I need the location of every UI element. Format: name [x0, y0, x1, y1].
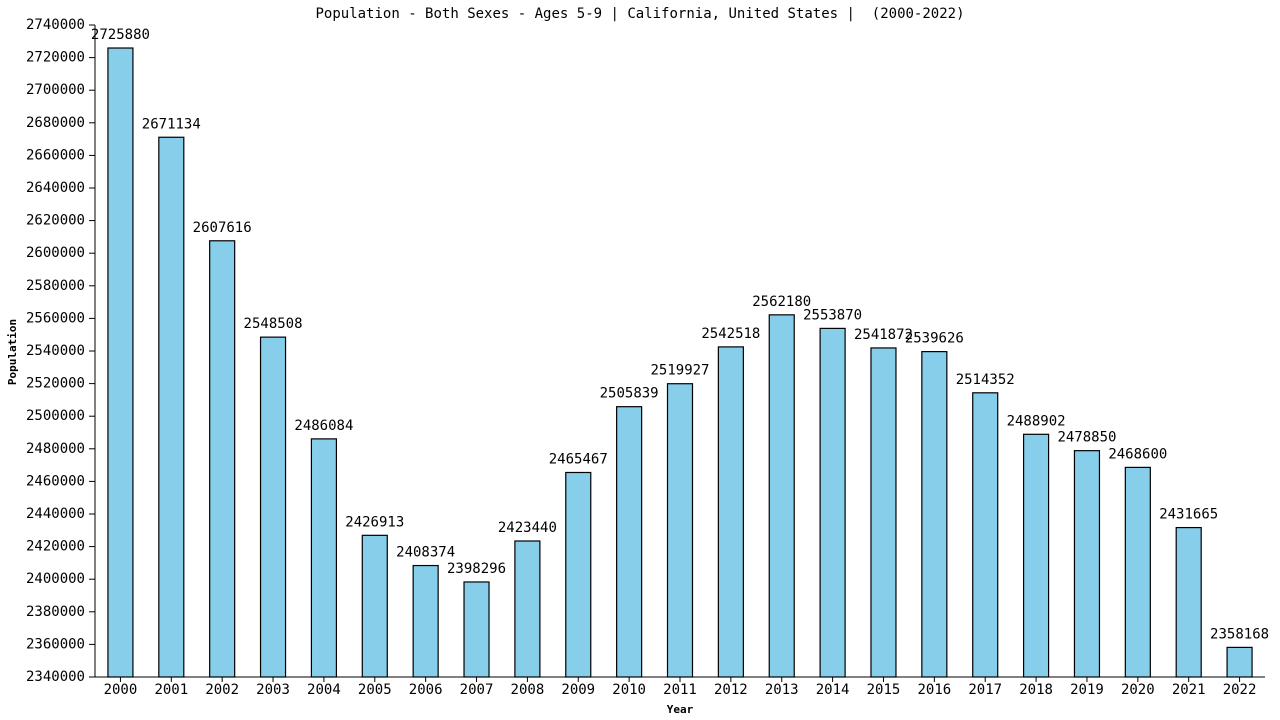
- value-label: 2465467: [549, 451, 608, 467]
- value-label: 2505839: [600, 386, 659, 402]
- value-label: 2398296: [447, 561, 506, 577]
- x-tick-label: 2018: [1019, 682, 1053, 698]
- x-tick-label: 2013: [765, 682, 799, 698]
- y-tick-label: 2540000: [26, 343, 85, 359]
- value-label: 2519927: [650, 363, 709, 379]
- bar: [717, 346, 744, 678]
- x-tick-label: 2007: [460, 682, 494, 698]
- bar: [1022, 433, 1050, 678]
- chart-title: Population - Both Sexes - Ages 5-9 | Cal…: [315, 6, 964, 22]
- value-label: 2541872: [854, 327, 913, 343]
- bar: [1175, 526, 1202, 678]
- value-label: 2542518: [701, 326, 760, 342]
- bar: [870, 347, 897, 678]
- bar: [361, 534, 388, 678]
- y-axis-label: Population: [6, 319, 19, 385]
- x-axis-label: Year: [667, 703, 694, 716]
- x-tick-label: 2019: [1070, 682, 1104, 698]
- bar: [310, 438, 338, 678]
- y-tick-label: 2460000: [26, 473, 85, 489]
- y-tick-label: 2380000: [26, 604, 85, 620]
- bar: [768, 314, 795, 678]
- x-tick-label: 2012: [714, 682, 748, 698]
- value-label: 2725880: [91, 27, 150, 43]
- bar: [1124, 466, 1151, 678]
- y-tick-label: 2400000: [26, 571, 85, 587]
- y-tick-label: 2440000: [26, 506, 85, 522]
- bar: [666, 383, 694, 678]
- y-tick-label: 2740000: [26, 17, 85, 33]
- value-label: 2539626: [905, 331, 964, 347]
- value-label: 2478850: [1057, 430, 1116, 446]
- value-label: 2562180: [752, 294, 811, 310]
- x-tick-label: 2001: [154, 682, 188, 698]
- bar: [463, 581, 490, 678]
- y-tick-label: 2600000: [26, 245, 85, 261]
- value-label: 2408374: [396, 545, 455, 561]
- value-label: 2488902: [1007, 413, 1066, 429]
- x-tick-label: 2005: [358, 682, 392, 698]
- x-tick-label: 2020: [1121, 682, 1155, 698]
- bar: [514, 540, 541, 678]
- y-tick-label: 2640000: [26, 180, 85, 196]
- value-label: 2431665: [1159, 507, 1218, 523]
- value-label: 2553870: [803, 307, 862, 323]
- y-tick-label: 2340000: [26, 669, 85, 685]
- bar: [921, 351, 948, 678]
- value-label: 2423440: [498, 520, 557, 536]
- x-tick-label: 2010: [612, 682, 646, 698]
- x-tick-label: 2014: [816, 682, 850, 698]
- bar: [972, 392, 999, 678]
- x-tick-label: 2016: [917, 682, 951, 698]
- y-tick-label: 2420000: [26, 539, 85, 555]
- x-tick-label: 2021: [1172, 682, 1206, 698]
- x-tick-label: 2006: [409, 682, 443, 698]
- y-tick-label: 2360000: [26, 636, 85, 652]
- bar: [616, 406, 643, 678]
- bar: [565, 471, 592, 678]
- x-tick-label: 2003: [256, 682, 290, 698]
- bar: [819, 327, 846, 678]
- x-tick-label: 2000: [104, 682, 138, 698]
- x-tick-label: 2009: [561, 682, 595, 698]
- value-label: 2671134: [142, 116, 201, 132]
- value-label: 2468600: [1108, 446, 1167, 462]
- value-label: 2426913: [345, 514, 404, 530]
- value-label: 2607616: [193, 220, 252, 236]
- y-tick-label: 2720000: [26, 50, 85, 66]
- y-tick-label: 2700000: [26, 82, 85, 98]
- bar: [1073, 450, 1101, 678]
- bar: [209, 240, 236, 678]
- x-tick-label: 2002: [205, 682, 239, 698]
- x-tick-label: 2008: [511, 682, 545, 698]
- value-label: 2548508: [244, 316, 303, 332]
- bar: [412, 564, 439, 678]
- x-tick-label: 2022: [1223, 682, 1257, 698]
- y-tick-label: 2560000: [26, 310, 85, 326]
- value-label: 2486084: [294, 418, 353, 434]
- bar: [259, 336, 287, 678]
- value-label: 2514352: [956, 372, 1015, 388]
- value-label: 2358168: [1210, 626, 1269, 642]
- bar: [158, 136, 185, 678]
- x-tick-label: 2011: [663, 682, 697, 698]
- x-tick-label: 2017: [968, 682, 1002, 698]
- x-tick-label: 2015: [867, 682, 901, 698]
- bar: [107, 47, 134, 678]
- y-tick-label: 2680000: [26, 115, 85, 131]
- y-tick-label: 2580000: [26, 278, 85, 294]
- bar: [1226, 646, 1253, 678]
- y-tick-label: 2500000: [26, 408, 85, 424]
- x-tick-label: 2004: [307, 682, 341, 698]
- y-tick-label: 2480000: [26, 441, 85, 457]
- y-tick-label: 2520000: [26, 376, 85, 392]
- y-tick-label: 2660000: [26, 147, 85, 163]
- y-tick-label: 2620000: [26, 213, 85, 229]
